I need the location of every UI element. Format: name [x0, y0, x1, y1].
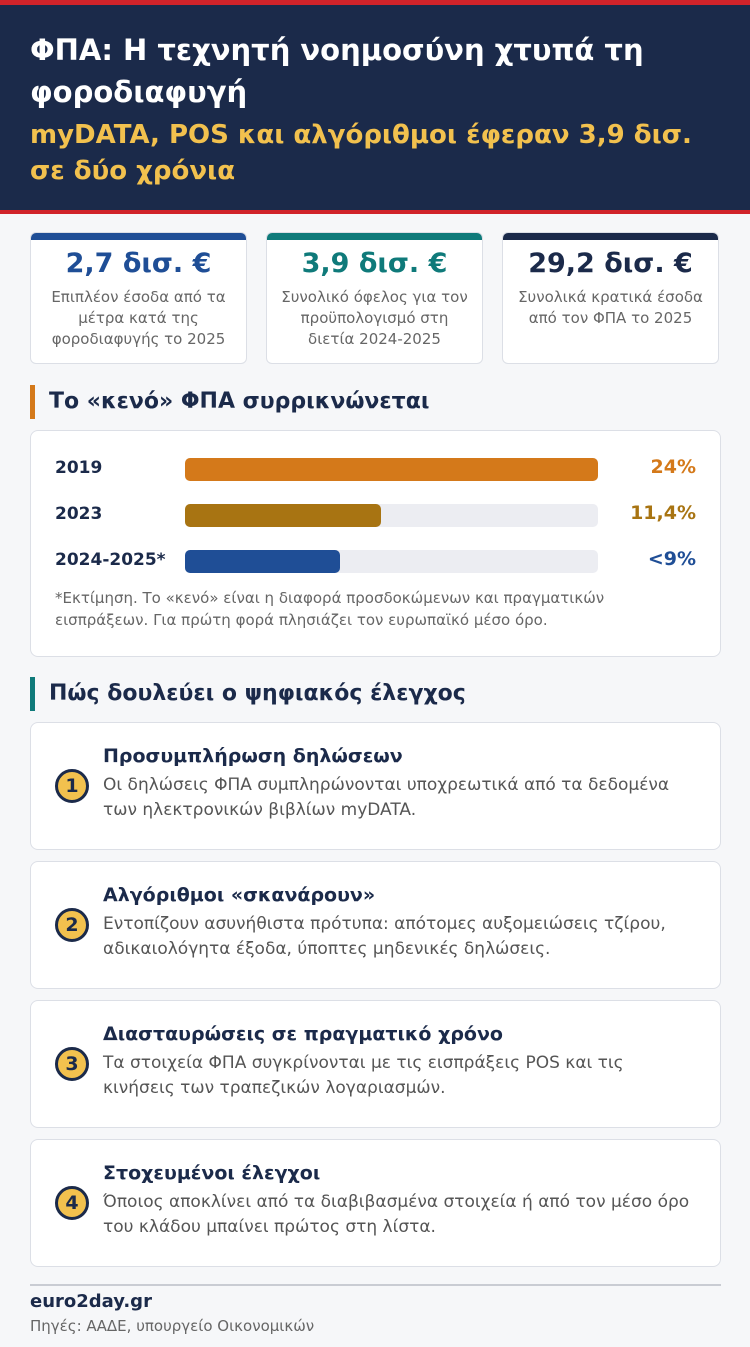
step-number: 2	[55, 908, 89, 942]
stat-label: Συνολικό όφελος για τον προϋπολογισμό στ…	[281, 288, 468, 348]
category-label: 2023	[55, 504, 103, 524]
bar-track	[185, 458, 598, 481]
stat-card: 29,2 δισ. € Συνολικά κρατικά έσοδα από το…	[502, 232, 719, 364]
source: Πηγές: ΑΑΔΕ, υπουργείο Οικονομικών	[30, 1317, 315, 1335]
chart-note: *Εκτίμηση. Το «κενό» είναι η διαφορά προ…	[55, 589, 605, 629]
stat-card: 3,9 δισ. € Συνολικό όφελος για τον προϋπο…	[266, 232, 483, 364]
step-text: Τα στοιχεία ΦΠΑ συγκρίνονται με τις εισπ…	[103, 1053, 624, 1098]
step-card: 4 Στοχευμένοι έλεγχοι Όποιος αποκλίνει από…	[30, 1139, 721, 1267]
stat-label: Επιπλέον έσοδα από τα μέτρα κατά της φορ…	[51, 288, 226, 348]
subtitle: myDATA, POS και αλγόριθμοι έφεραν 3,9 δι…	[30, 120, 692, 186]
section-title: Το «κενό» ΦΠΑ συρρικνώνεται	[30, 385, 429, 419]
stat-value: 2,7 δισ. €	[65, 248, 212, 279]
step-number: 4	[55, 1186, 89, 1220]
stat-value: 3,9 δισ. €	[301, 248, 448, 279]
stat-label: Συνολικά κρατικά έσοδα από τον ΦΠΑ το 20…	[518, 288, 703, 327]
category-label: 2024-2025*	[55, 550, 166, 570]
step-text: Εντοπίζουν ασυνήθιστα πρότυπα: απότομες …	[103, 914, 666, 959]
header: ΦΠΑ: Η τεχνητή νοημοσύνη χτυπά τη φοροδι…	[0, 0, 750, 214]
title: ΦΠΑ: Η τεχνητή νοημοσύνη χτυπά τη φοροδι…	[30, 33, 644, 109]
step-title: Διασταυρώσεις σε πραγματικό χρόνο	[103, 1023, 503, 1045]
step-card: 1 Προσυμπλήρωση δηλώσεων Οι δηλώσεις ΦΠΑ σ…	[30, 722, 721, 850]
section-title: Πώς δουλεύει ο ψηφιακός έλεγχος	[30, 677, 466, 711]
stat-accent	[267, 233, 482, 240]
stat-value: 29,2 δισ. €	[528, 248, 693, 279]
bar-track	[185, 550, 598, 573]
step-text: Όποιος αποκλίνει από τα διαβιβασμένα στο…	[103, 1192, 690, 1237]
brand: euro2day.gr	[30, 1291, 152, 1312]
bar	[185, 504, 382, 527]
category-label: 2019	[55, 458, 103, 478]
bar	[185, 458, 598, 481]
stat-accent	[31, 233, 246, 240]
chart: *Εκτίμηση. Το «κενό» είναι η διαφορά προ…	[30, 430, 721, 657]
value-label: <9%	[647, 548, 696, 570]
step-title: Αλγόριθμοι «σκανάρουν»	[103, 884, 376, 906]
bar-track	[185, 504, 598, 527]
step-card: 3 Διασταυρώσεις σε πραγματικό χρόνο Τα στο…	[30, 1000, 721, 1128]
step-card: 2 Αλγόριθμοι «σκανάρουν» Εντοπίζουν ασυνήθ…	[30, 861, 721, 989]
stat-accent	[503, 233, 718, 240]
divider	[30, 1284, 721, 1286]
stat-card: 2,7 δισ. € Επιπλέον έσοδα από τα μέτρα κα…	[30, 232, 247, 364]
step-number: 3	[55, 1047, 89, 1081]
value-label: 24%	[650, 456, 696, 478]
step-title: Προσυμπλήρωση δηλώσεων	[103, 745, 403, 767]
step-text: Οι δηλώσεις ΦΠΑ συμπληρώνονται υποχρεωτι…	[103, 775, 670, 820]
step-title: Στοχευμένοι έλεγχοι	[103, 1162, 321, 1184]
bar	[185, 550, 340, 573]
step-number: 1	[55, 769, 89, 803]
value-label: 11,4%	[630, 502, 696, 524]
